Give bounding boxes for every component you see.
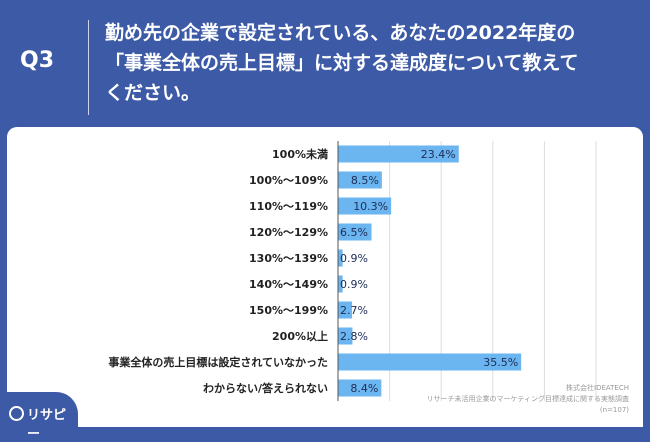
- question-badge: Q3: [20, 48, 55, 73]
- category-label: 120%〜129%: [249, 226, 328, 239]
- category-label: 200%以上: [272, 329, 328, 343]
- footnote-company: 株式会社IDEATECH: [566, 384, 629, 392]
- bar: [338, 353, 522, 371]
- bar: [338, 301, 352, 319]
- footnote-survey: リサーチ未活用企業のマーケティング目標達成に関する実態調査: [426, 395, 629, 403]
- bar: [338, 171, 382, 189]
- value-label: 10.3%: [353, 200, 388, 213]
- category-label: わからない/答えられない: [203, 381, 328, 395]
- logo-text: リサピー: [27, 408, 67, 442]
- bar: [338, 379, 382, 397]
- question-title: 勤め先の企業で設定されている、あなたの2022年度の 「事業全体の売上目標」に対…: [105, 22, 579, 104]
- value-label: 2.7%: [340, 304, 368, 317]
- value-label: 8.5%: [351, 174, 379, 187]
- category-label: 150%〜199%: [249, 304, 328, 317]
- category-label: 事業全体の売上目標は設定されていなかった: [108, 355, 328, 369]
- magnifier-icon: [9, 406, 24, 421]
- bar: [338, 275, 343, 293]
- category-label: 100%〜109%: [249, 174, 328, 187]
- bar: [338, 197, 392, 215]
- footnote: 株式会社IDEATECH リサーチ未活用企業のマーケティング目標達成に関する実態…: [349, 383, 629, 416]
- value-label: 0.9%: [340, 252, 368, 265]
- category-label: 130%〜139%: [249, 252, 328, 265]
- chart-panel: 100%未満 23.4% 100%〜109% 8.5% 110%〜119% 10.3% 12…: [7, 127, 643, 427]
- bar: [338, 223, 372, 241]
- value-label: 23.4%: [421, 148, 456, 161]
- value-label: 2.8%: [340, 330, 368, 343]
- category-label: 110%〜119%: [249, 200, 328, 213]
- header-divider: [88, 20, 89, 115]
- value-label: 0.9%: [340, 278, 368, 291]
- header: Q3 勤め先の企業で設定されている、あなたの2022年度の 「事業全体の売上目標…: [0, 0, 650, 127]
- bar: [338, 327, 353, 345]
- bar: [338, 145, 459, 163]
- category-label: 140%〜149%: [249, 278, 328, 291]
- value-label: 8.4%: [350, 382, 378, 395]
- footnote-sample-size: (n=107): [599, 406, 629, 414]
- bar-chart: 100%未満 23.4% 100%〜109% 8.5% 110%〜119% 10.3% 12…: [108, 141, 597, 401]
- brand-logo: リサピー: [0, 392, 78, 442]
- value-label: 6.5%: [340, 226, 368, 239]
- bar: [338, 249, 343, 267]
- category-label: 100%未満: [272, 147, 328, 161]
- value-label: 35.5%: [483, 356, 518, 369]
